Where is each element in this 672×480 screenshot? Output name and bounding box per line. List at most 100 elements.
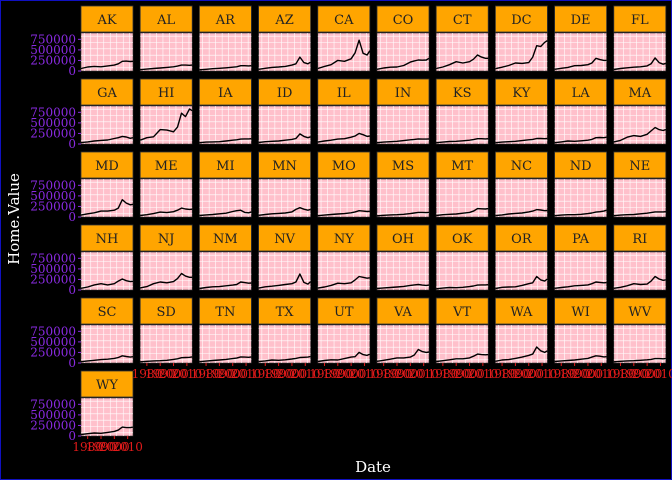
- x-tick-label: 1980: [132, 367, 163, 381]
- panel-background: [317, 105, 371, 145]
- series-line-al: [140, 64, 193, 71]
- series-line-ky: [495, 137, 548, 144]
- y-axis-title: Home.Value: [5, 173, 23, 265]
- panel-grid: [317, 106, 370, 144]
- x-tick-label: 1980: [191, 367, 222, 381]
- strip-background: [554, 224, 607, 252]
- panel-background: [317, 324, 371, 364]
- strip-background: [613, 78, 667, 106]
- strip-background: [258, 78, 312, 106]
- series-line-mt: [436, 207, 489, 217]
- y-tick-label: 750000: [30, 178, 76, 192]
- strip-label: OH: [392, 232, 414, 247]
- panel-grid: [81, 252, 133, 290]
- strip-label: MS: [392, 159, 414, 174]
- strip-background: [317, 151, 371, 179]
- strip-label: VT: [452, 305, 471, 320]
- panel-background: [376, 251, 430, 291]
- strip-label: MI: [216, 159, 234, 174]
- panel-background: [258, 324, 311, 364]
- facet-panel-fl: FL: [613, 5, 667, 72]
- y-tick-label: 500000: [30, 43, 76, 57]
- strip-label: DE: [571, 13, 591, 28]
- x-tick-label: 2010: [349, 367, 380, 381]
- panel-grid: [377, 33, 429, 71]
- y-tick-label: 750000: [30, 251, 76, 265]
- series-line-sd: [140, 356, 193, 363]
- panel-background: [258, 32, 311, 72]
- strip-label: NJ: [158, 232, 175, 247]
- panel-grid: [495, 33, 548, 71]
- panel-grid: [613, 325, 666, 363]
- strip-label: HI: [158, 86, 174, 101]
- x-tick-label: 2010: [172, 367, 203, 381]
- x-tick-label: 1980: [250, 367, 281, 381]
- series-line-mn: [258, 207, 311, 216]
- facet-panel-ri: RI: [613, 224, 667, 291]
- strip-background: [80, 5, 134, 33]
- strip-background: [494, 5, 548, 33]
- strip-background: [80, 78, 134, 106]
- x-tick-label: 1980: [72, 440, 103, 454]
- series-line-nc: [495, 208, 548, 217]
- strip-label: DC: [511, 13, 531, 28]
- panel-background: [495, 105, 548, 145]
- facet-panel-nj: NJ: [139, 224, 193, 291]
- strip-background: [494, 78, 548, 106]
- x-tick-label: 1990: [382, 367, 413, 381]
- strip-label: TN: [215, 305, 235, 320]
- strip-background: [494, 224, 548, 252]
- y-tick-label: 500000: [30, 116, 76, 130]
- x-tick-label: 1990: [323, 367, 354, 381]
- facet-panel-hi: HI: [139, 78, 193, 145]
- series-line-nd: [554, 209, 607, 217]
- series-line-ct: [436, 54, 489, 70]
- facet-panel-or: OR: [494, 224, 548, 291]
- strip-background: [139, 78, 193, 106]
- strip-label: OK: [452, 232, 473, 247]
- panel-background: [80, 397, 134, 437]
- strip-label: IA: [218, 86, 233, 101]
- panel-grid: [377, 106, 429, 144]
- panel-grid: [317, 325, 370, 363]
- strip-background: [494, 151, 548, 179]
- panel-background: [435, 251, 489, 291]
- y-tick-label: 0: [68, 283, 76, 297]
- facet-panel-pa: PA: [554, 224, 607, 291]
- strip-background: [613, 5, 667, 33]
- panel-background: [495, 178, 548, 218]
- strip-background: [198, 224, 252, 252]
- strip-label: MT: [451, 159, 473, 174]
- panel-background: [613, 105, 667, 145]
- strip-label: CT: [453, 13, 472, 28]
- panel-background: [613, 251, 667, 291]
- strip-background: [139, 151, 193, 179]
- strip-label: MA: [628, 86, 651, 101]
- series-line-or: [495, 275, 548, 290]
- strip-label: AK: [96, 13, 116, 28]
- panel-grid: [140, 252, 193, 290]
- series-line-ms: [376, 211, 430, 217]
- x-tick-label: 2010: [112, 440, 143, 454]
- x-tick-label: 2010: [290, 367, 321, 381]
- panel-grid: [436, 106, 489, 144]
- y-tick-label: 750000: [30, 324, 76, 338]
- y-tick-label: 0: [68, 210, 76, 224]
- strip-label: MN: [272, 159, 297, 174]
- x-tick-label: 2000: [336, 367, 367, 381]
- panel-grid: [377, 252, 429, 290]
- facet-panel-nc: NC: [494, 151, 548, 218]
- y-tick-label: 250000: [30, 126, 76, 140]
- strip-background: [198, 297, 252, 325]
- facet-panel-ok: OK: [435, 224, 489, 291]
- facet-panel-mo: MO: [317, 151, 371, 218]
